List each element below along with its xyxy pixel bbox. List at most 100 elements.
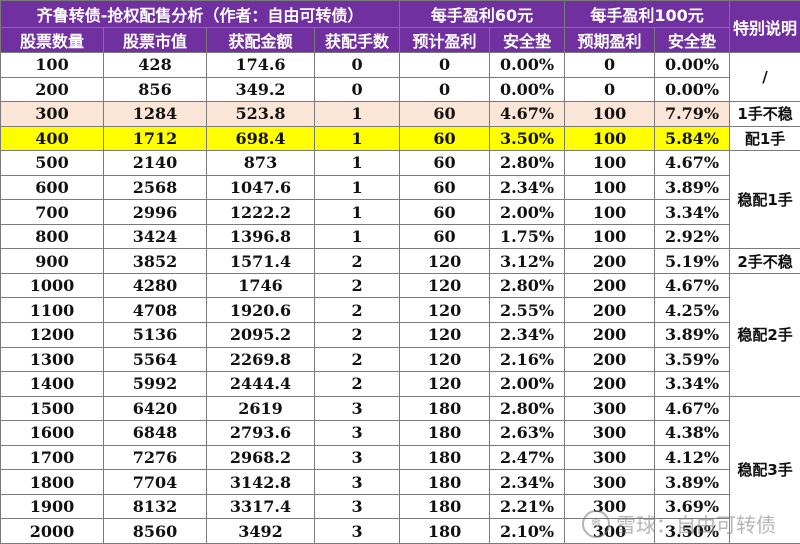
- note-cell: 1手不稳: [729, 101, 800, 127]
- table-cell: 4.67%: [489, 101, 566, 127]
- table-cell: 2.21%: [489, 493, 566, 520]
- table-cell: 5992: [103, 371, 207, 397]
- table-cell: 100: [564, 125, 656, 152]
- table-cell: 200: [0, 76, 104, 103]
- group-header-60: 每手盈利60元: [399, 0, 566, 28]
- table-cell: 1.75%: [489, 223, 566, 250]
- table-cell: 200: [564, 248, 656, 274]
- table-cell: 1300: [0, 346, 104, 373]
- table-cell: 4.25%: [654, 297, 731, 324]
- col-header-market-value: 股票市值: [103, 27, 207, 53]
- table-cell: 1396.8: [206, 223, 315, 250]
- table-cell: 349.2: [206, 76, 315, 103]
- table-cell: 300: [564, 493, 656, 520]
- table-cell: 4.67%: [654, 150, 731, 176]
- table-cell: 3424: [103, 223, 207, 250]
- table-cell: 60: [399, 125, 491, 152]
- table-cell: 1: [313, 199, 401, 225]
- table-cell: 1: [313, 125, 401, 152]
- table-cell: 7276: [103, 444, 207, 471]
- table-cell: 2.34%: [489, 469, 566, 495]
- table-cell: 120: [399, 346, 491, 373]
- table-cell: 300: [564, 518, 656, 544]
- col-header-allot-lots: 获配手数: [313, 27, 401, 53]
- table-cell: 300: [564, 469, 656, 495]
- table-cell: 5.84%: [654, 125, 731, 152]
- table-cell: 3.34%: [654, 371, 731, 397]
- table-cell: 5.19%: [654, 248, 731, 274]
- table-cell: 0.00%: [654, 76, 731, 103]
- table-cell: 180: [399, 469, 491, 495]
- table-row: 1500 6420 2619 3 180 2.80% 300 4.67% 稳配3手: [0, 395, 800, 544]
- table-cell: 3.89%: [654, 322, 731, 348]
- table-cell: 180: [399, 420, 491, 446]
- table-cell: 2.10%: [489, 518, 566, 544]
- table-cell: 100: [0, 52, 104, 78]
- table-cell: 8132: [103, 493, 207, 520]
- table-cell: 2.63%: [489, 420, 566, 446]
- table-cell: 2.16%: [489, 346, 566, 373]
- table-cell: 1284: [103, 101, 207, 127]
- table-cell: 600: [0, 174, 104, 201]
- table-cell: 1900: [0, 493, 104, 520]
- table-cell: 1400: [0, 371, 104, 397]
- col-header-profit-60: 预计盈利: [399, 27, 491, 53]
- table-row: 500 2140 873 1 60 2.80% 100 4.67% 稳配1手: [0, 150, 800, 250]
- table-cell: 1746: [206, 272, 315, 299]
- table-cell: 2.47%: [489, 444, 566, 471]
- table-cell: 120: [399, 297, 491, 324]
- table-row: 100 428 174.6 0 0 0.00% 0 0.00% /: [0, 51, 800, 103]
- table-cell: 100: [564, 223, 656, 250]
- table-cell: 0: [313, 52, 401, 78]
- table-cell: 3852: [103, 248, 207, 274]
- table-cell: 4.38%: [654, 420, 731, 446]
- table-cell: 2968.2: [206, 444, 315, 471]
- table-cell: 698.4: [206, 125, 315, 152]
- table-cell: 120: [399, 248, 491, 274]
- table-cell: 5564: [103, 346, 207, 373]
- table-cell: 1800: [0, 469, 104, 495]
- table-cell: 1712: [103, 125, 207, 152]
- note-cell: 稳配1手: [729, 150, 800, 250]
- table-title: 齐鲁转债-抢权配售分析（作者：自由可转债）: [0, 0, 401, 28]
- table-row: 900 3852 1571.4 2 120 3.12% 200 5.19% 2手不稳: [0, 248, 800, 274]
- table-cell: 2: [313, 272, 401, 299]
- table-cell: 120: [399, 272, 491, 299]
- col-header-allot-amount: 获配金额: [206, 27, 315, 53]
- table-cell: 1100: [0, 297, 104, 324]
- table-cell: 6848: [103, 420, 207, 446]
- table-cell: 2.80%: [489, 150, 566, 176]
- table-cell: 200: [564, 297, 656, 324]
- table-cell: 900: [0, 248, 104, 274]
- table-cell: 3.50%: [654, 518, 731, 544]
- table-cell: 60: [399, 223, 491, 250]
- table-cell: 100: [564, 174, 656, 201]
- table-cell: 300: [564, 444, 656, 471]
- table-row: 700 2996 1222.2 1 60 2.00% 100 3.34%: [0, 199, 800, 225]
- table-cell: 7.79%: [654, 101, 731, 127]
- col-header-profit-100: 预期盈利: [564, 27, 656, 53]
- table-cell: 873: [206, 150, 315, 176]
- table-cell: 2996: [103, 199, 207, 225]
- table-row: 1300 5564 2269.8 2 120 2.16% 200 3.59%: [0, 346, 800, 373]
- table-cell: 200: [564, 371, 656, 397]
- table-cell: 428: [103, 52, 207, 78]
- group-header-100: 每手盈利100元: [564, 0, 731, 28]
- table-row: 600 2568 1047.6 1 60 2.34% 100 3.89%: [0, 174, 800, 201]
- table-cell: 1600: [0, 420, 104, 446]
- table-cell: 2444.4: [206, 371, 315, 397]
- table-cell: 3.59%: [654, 346, 731, 373]
- note-cell: 2手不稳: [729, 248, 800, 274]
- table-cell: 1571.4: [206, 248, 315, 274]
- table-cell: 3.50%: [489, 125, 566, 152]
- table-cell: 1700: [0, 444, 104, 471]
- table-cell: 2: [313, 346, 401, 373]
- table-cell: 1000: [0, 272, 104, 299]
- col-header-cushion-100: 安全垫: [654, 27, 731, 53]
- table-row: 1800 7704 3142.8 3 180 2.34% 300 3.89%: [0, 469, 800, 495]
- table-cell: 100: [564, 150, 656, 176]
- table-row: 1100 4708 1920.6 2 120 2.55% 200 4.25%: [0, 297, 800, 324]
- table-cell: 60: [399, 150, 491, 176]
- table-cell: 100: [564, 199, 656, 225]
